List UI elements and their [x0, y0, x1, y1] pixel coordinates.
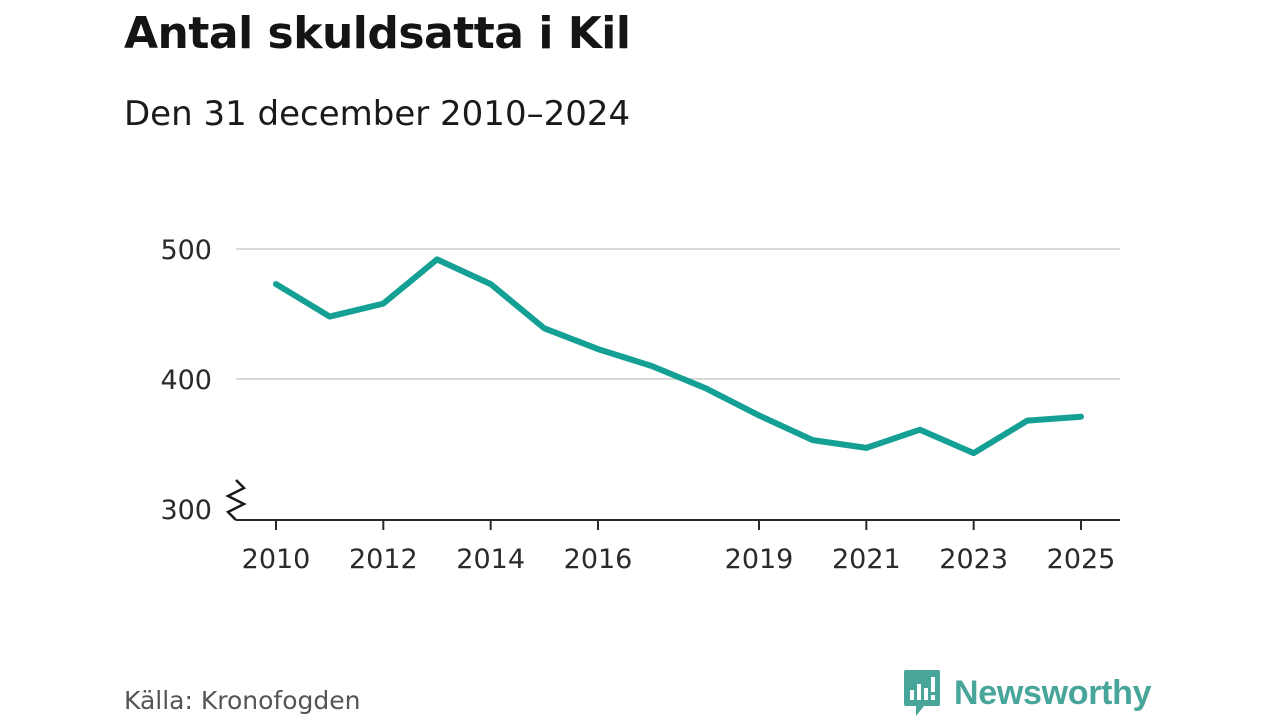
chart-subtitle: Den 31 december 2010–2024	[124, 94, 631, 134]
data-point-2016	[595, 346, 601, 352]
grid-lines	[236, 248, 1120, 380]
y-axis-ticks: 300 400 500	[160, 235, 212, 526]
x-tick-label: 2021	[832, 544, 901, 575]
data-point-2015	[541, 325, 547, 331]
data-point-2012	[380, 301, 386, 307]
axis-break-icon	[225, 479, 247, 521]
x-tick-label: 2012	[349, 544, 418, 575]
data-point-2014	[488, 281, 494, 287]
y-tick-label: 300	[160, 495, 212, 526]
data-point-2013	[434, 256, 440, 262]
data-point-2022	[917, 427, 923, 433]
x-tick-label: 2014	[456, 544, 525, 575]
data-point-2017	[649, 363, 655, 369]
data-point-2020	[810, 437, 816, 443]
x-tick-label: 2016	[564, 544, 633, 575]
data-point-2025	[1078, 414, 1084, 420]
x-tick-label: 2023	[939, 544, 1008, 575]
data-point-2024	[1024, 418, 1030, 424]
x-axis-ticks: 2010 2012 2014 2016 2019 2021 2023 2025	[242, 520, 1116, 575]
data-point-2011	[327, 314, 333, 320]
brand-logo: Newsworthy	[902, 668, 1152, 718]
data-point-2010	[273, 281, 279, 287]
y-tick-label: 400	[160, 365, 212, 396]
data-point-2021	[863, 445, 869, 451]
x-tick-label: 2019	[725, 544, 794, 575]
data-point-2019	[756, 412, 762, 418]
y-tick-label: 500	[160, 235, 212, 266]
source-note: Källa: Kronofogden	[124, 686, 361, 715]
chart-speech-bubble-icon	[904, 670, 940, 716]
x-tick-label: 2025	[1047, 544, 1116, 575]
data-point-2023	[971, 450, 977, 456]
chart-title: Antal skuldsatta i Kil	[124, 8, 631, 59]
series-points	[273, 256, 1084, 456]
data-point-2018	[702, 385, 708, 391]
x-tick-label: 2010	[242, 544, 311, 575]
series-line	[273, 256, 1084, 457]
brand-name: Newsworthy	[954, 673, 1152, 712]
